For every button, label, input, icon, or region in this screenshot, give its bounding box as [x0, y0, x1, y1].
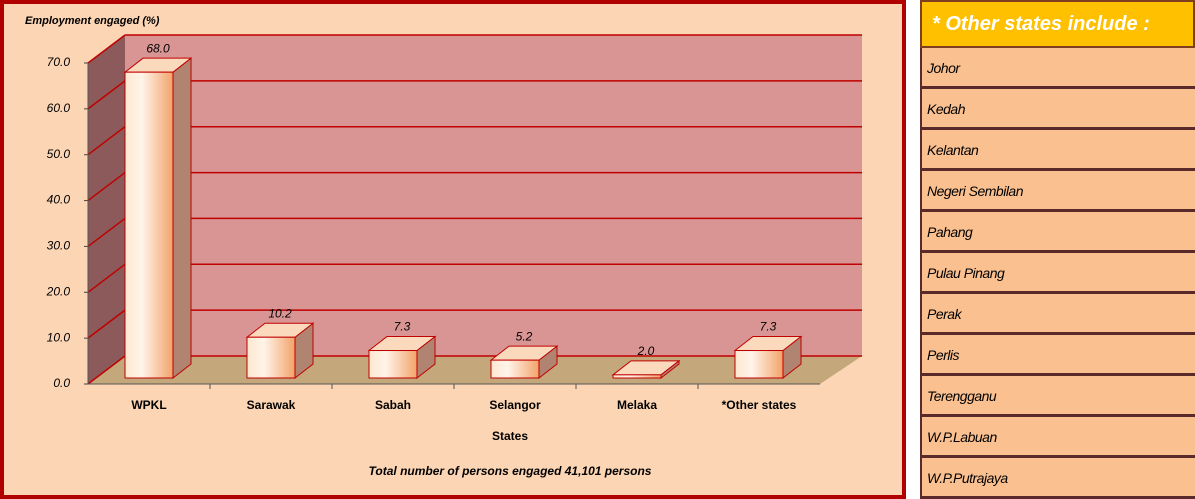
side-title: * Other states include : [920, 0, 1195, 48]
x-tick-label: Melaka [617, 398, 657, 412]
state-item: Terengganu [920, 376, 1195, 417]
y-tick-label: 60.0 [47, 101, 71, 115]
grid-line [87, 263, 126, 293]
x-tick-label: Sabah [375, 398, 411, 412]
y-tick-label: 30.0 [47, 239, 71, 253]
x-axis-label: States [492, 429, 528, 443]
bar [124, 71, 174, 379]
grid-line [87, 34, 126, 64]
bar [490, 359, 540, 379]
x-tick-label: WPKL [131, 398, 166, 412]
state-item: Pahang [920, 212, 1195, 253]
bar [734, 350, 784, 379]
side-panel: * Other states include : Johor Kedah Kelan… [920, 0, 1195, 499]
bar [368, 350, 418, 379]
x-tick-label: Selangor [489, 398, 541, 412]
value-label: 7.3 [394, 320, 411, 334]
y-tick-label: 40.0 [47, 193, 71, 207]
grid-line [87, 217, 126, 248]
grid-line [87, 355, 126, 385]
state-item: Negeri Sembilan [920, 171, 1195, 212]
y-tick-label: 70.0 [47, 55, 71, 69]
footnote: Total number of persons engaged 41,101 p… [369, 464, 652, 478]
grid-line [87, 171, 126, 202]
value-label: 68.0 [146, 41, 170, 55]
y-tick-label: 20.0 [46, 284, 71, 298]
grid-line [87, 309, 126, 339]
state-item: Perak [920, 294, 1195, 335]
value-label: 10.2 [268, 306, 292, 320]
x-tick-label: *Other states [722, 398, 797, 412]
bar [246, 336, 296, 379]
state-item: W.P.Putrajaya [920, 458, 1195, 499]
state-item: Pulau Pinang [920, 253, 1195, 294]
state-item: Kedah [920, 89, 1195, 130]
y-tick-label: 50.0 [47, 147, 71, 161]
grid-line [87, 80, 126, 110]
back-wall [125, 35, 862, 356]
grid-line [87, 126, 126, 156]
bar-side [172, 57, 192, 380]
value-label: 7.3 [760, 320, 777, 334]
value-label: 5.2 [516, 329, 533, 343]
x-tick-label: Sarawak [247, 398, 296, 412]
state-item: Kelantan [920, 130, 1195, 171]
left-wall [88, 35, 125, 384]
y-axis-label: Employment engaged (%) [25, 15, 160, 27]
state-item: W.P.Labuan [920, 417, 1195, 458]
state-item: Johor [920, 48, 1195, 89]
chart: Employment engaged (%) States Total numb… [0, 0, 906, 499]
y-tick-label: 0.0 [53, 376, 70, 390]
value-label: 2.0 [637, 344, 655, 358]
y-tick-label: 10.0 [47, 330, 71, 344]
state-item: Perlis [920, 335, 1195, 376]
bar [612, 374, 662, 379]
